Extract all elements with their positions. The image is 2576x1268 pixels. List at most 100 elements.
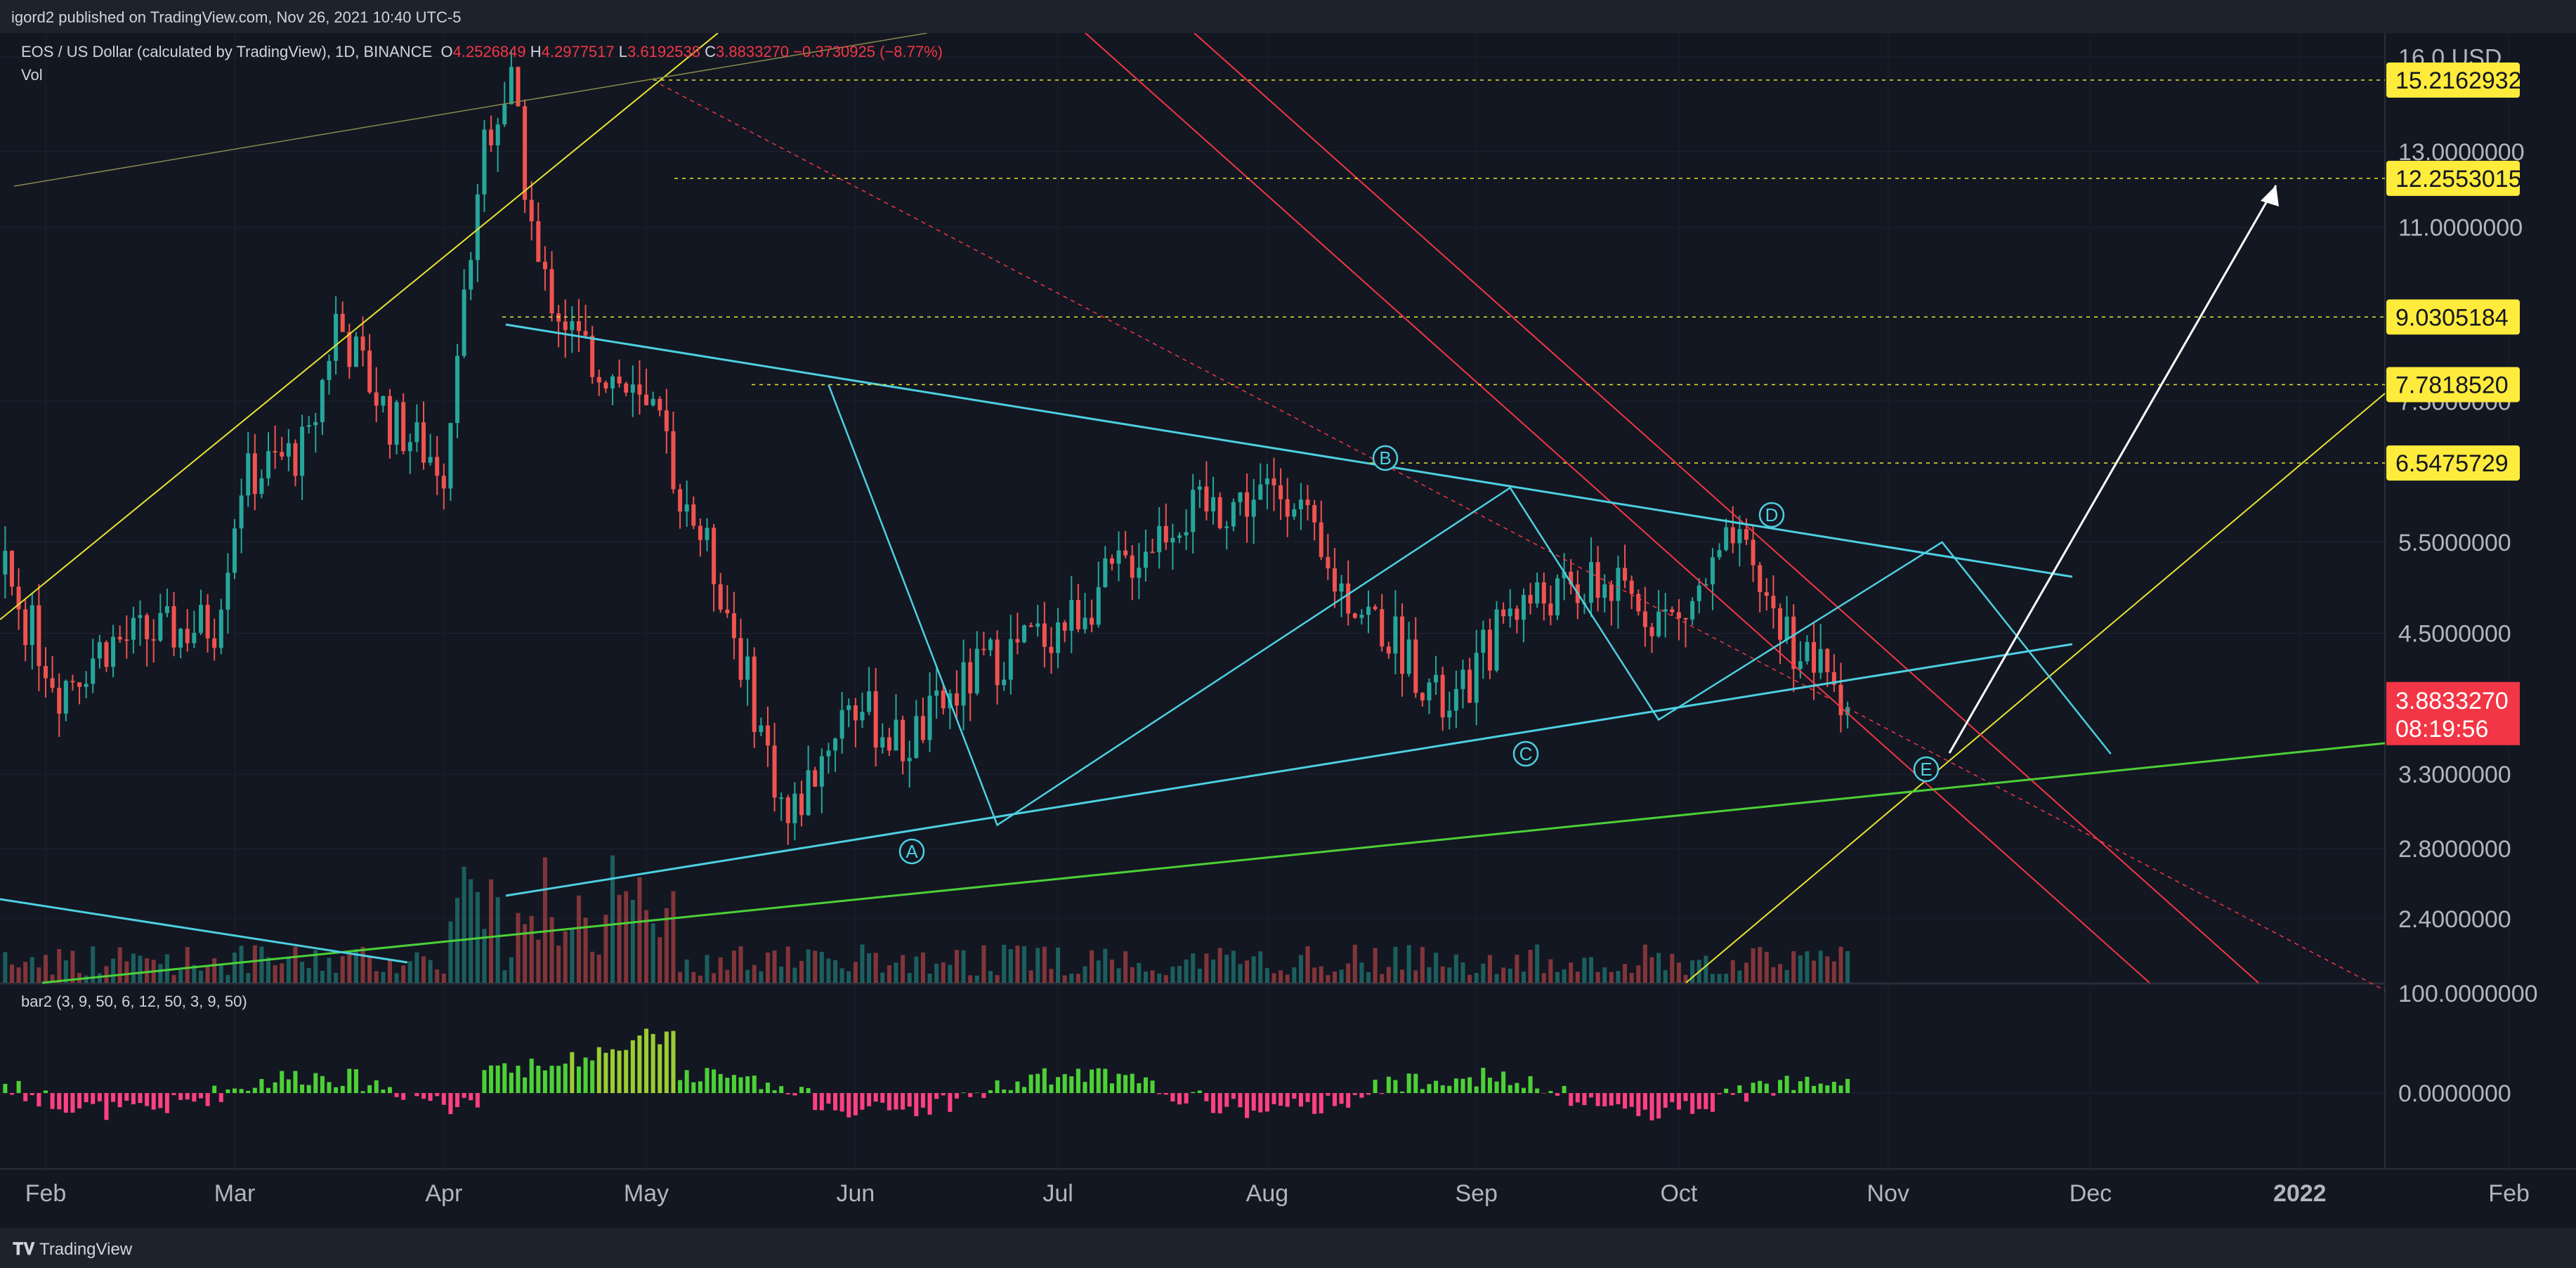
time-axis[interactable]: Feb Mar Apr May Jun Jul Aug Sep Oct Nov Dec 2022 Feb <box>25 1180 2530 1207</box>
volume-bar <box>1292 967 1297 983</box>
candle-body <box>1636 594 1641 612</box>
oscillator-bar <box>192 1093 197 1102</box>
candle-body <box>16 587 21 610</box>
volume-bar <box>23 962 28 983</box>
oscillator-bar <box>1123 1075 1128 1093</box>
oscillator-bar <box>1217 1093 1222 1113</box>
volume-bar <box>556 945 561 983</box>
candle-body <box>819 756 824 787</box>
volume-bar <box>1616 971 1621 983</box>
candle-body <box>1460 669 1465 689</box>
volume-bar <box>1737 970 1742 983</box>
candle-body <box>1339 583 1344 591</box>
volume-bar <box>1150 970 1155 983</box>
volume-bar <box>225 974 230 983</box>
candle-body <box>637 384 642 395</box>
candle-body <box>1670 609 1675 613</box>
oscillator-bar <box>664 1031 669 1093</box>
oscillator-bar <box>1812 1085 1817 1093</box>
oscillator-bar <box>1595 1093 1600 1106</box>
candle-body <box>259 478 264 495</box>
price-axis[interactable]: 16.0 USD13.000000011.00000007.50000005.5… <box>2386 45 2538 1107</box>
oscillator-bar <box>212 1085 217 1093</box>
volume-bar <box>1710 974 1715 983</box>
oscillator-bar <box>1069 1076 1074 1093</box>
volume-bar <box>1744 962 1748 983</box>
candle-body <box>624 383 629 393</box>
oscillator-bar <box>1676 1093 1681 1110</box>
oscillator-bar <box>347 1068 352 1093</box>
candle-body <box>1420 693 1425 701</box>
candle-body <box>1137 568 1142 578</box>
candle-body <box>23 609 28 646</box>
candle-body <box>1569 571 1574 584</box>
volume-bar <box>1434 953 1439 983</box>
volume-bar <box>502 970 507 983</box>
volume-bar <box>542 857 547 983</box>
tradingview-logo[interactable]: 𝐓𝐕 TradingView <box>13 1240 133 1259</box>
oscillator-bar <box>1204 1093 1209 1102</box>
candle-body <box>84 684 89 687</box>
oscillator-bar <box>523 1077 528 1093</box>
volume-bar <box>353 949 358 983</box>
volume-bar <box>37 967 41 983</box>
volume-bar <box>1258 951 1263 983</box>
wave-label: D <box>1765 504 1779 525</box>
volume-bar <box>178 969 183 983</box>
candle-body <box>401 402 406 452</box>
volume-bar <box>1130 967 1135 983</box>
volume-bar <box>981 945 986 983</box>
candle-body <box>759 725 764 732</box>
candle-body <box>218 609 223 648</box>
candle-body <box>644 394 649 405</box>
oscillator-bar <box>731 1075 736 1093</box>
volume-bar <box>374 971 379 983</box>
volume-bar <box>1096 960 1101 983</box>
oscillator-bar <box>1690 1093 1695 1114</box>
channel-lower <box>1194 33 2259 983</box>
candle-body <box>37 605 41 667</box>
oscillator-bar <box>705 1068 710 1093</box>
candle-body <box>1751 540 1756 566</box>
price-chart[interactable]: A B C D E 16.0 USD13.000000011.00000007.5000… <box>0 33 2576 1228</box>
volume-bar <box>583 917 588 983</box>
volume-bar <box>988 971 993 983</box>
support-line <box>41 742 2386 984</box>
candle-body <box>603 382 608 389</box>
volume-bar <box>974 975 979 983</box>
candle-body <box>887 737 891 751</box>
oscillator-bar <box>718 1073 723 1093</box>
volume-bar <box>1609 972 1614 983</box>
oscillator-bar <box>1541 1093 1546 1094</box>
volume-bar <box>1704 955 1708 983</box>
triangle-resistance <box>505 323 2073 578</box>
oscillator-bar <box>97 1093 102 1102</box>
oscillator-bar <box>1002 1089 1007 1093</box>
candle-body <box>1380 609 1385 647</box>
volume-bar <box>1467 974 1472 983</box>
volume-bar <box>77 973 82 983</box>
oscillator-bar <box>70 1093 75 1113</box>
candle-body <box>225 573 230 610</box>
oscillator-bar <box>1582 1093 1587 1106</box>
volume-bar <box>1245 960 1250 983</box>
volume-bar <box>1264 967 1269 983</box>
oscillator-bar <box>1413 1073 1418 1093</box>
candle-body <box>97 642 102 659</box>
oscillator-bar <box>1704 1093 1708 1109</box>
volume-bar <box>1528 950 1533 983</box>
volume-bar <box>1062 975 1067 983</box>
oscillator-bar <box>1130 1073 1135 1093</box>
candle-body <box>360 336 365 351</box>
projection-arrow <box>1948 185 2277 754</box>
candle-body <box>1555 578 1560 615</box>
candle-body <box>1090 617 1094 625</box>
volume-bar <box>772 950 777 983</box>
volume-bar <box>91 946 96 983</box>
volume-bar <box>1103 948 1108 983</box>
oscillator-bar <box>421 1093 426 1099</box>
time-tick-label: Feb <box>2488 1180 2530 1207</box>
oscillator-bar <box>1535 1088 1540 1093</box>
candle-body <box>860 712 865 721</box>
volume-bar <box>1683 974 1688 983</box>
